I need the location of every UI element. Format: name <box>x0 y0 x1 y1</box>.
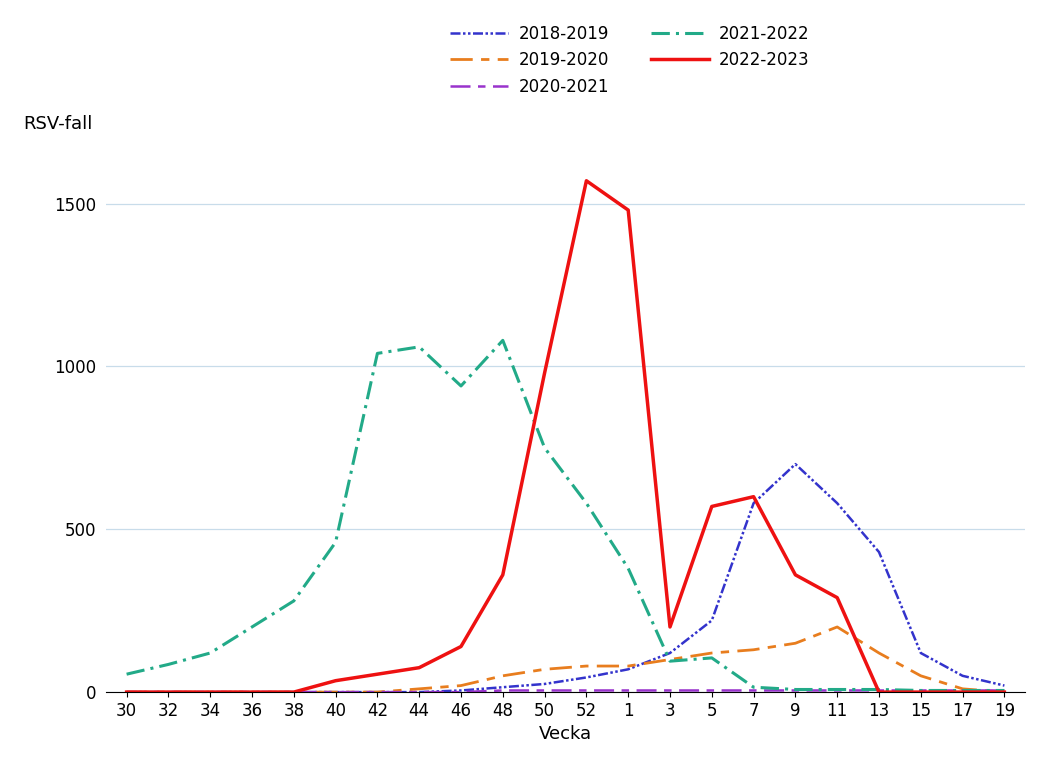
Text: RSV-fall: RSV-fall <box>23 115 92 133</box>
Legend: 2018-2019, 2019-2020, 2020-2021, 2021-2022, 2022-2023: 2018-2019, 2019-2020, 2020-2021, 2021-20… <box>450 25 810 95</box>
X-axis label: Vecka: Vecka <box>539 725 592 744</box>
